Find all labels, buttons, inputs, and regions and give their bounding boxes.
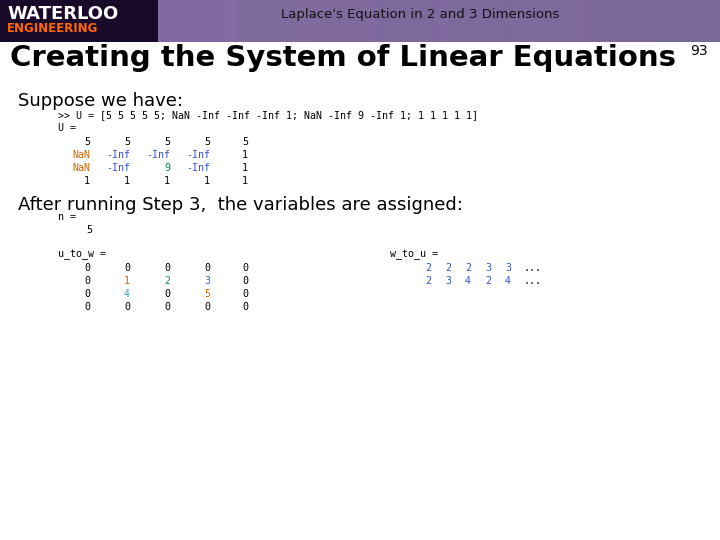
Text: After running Step 3,  the variables are assigned:: After running Step 3, the variables are … [18,196,463,214]
Bar [0,0,720,42]
Text: ENGINEERING: ENGINEERING [7,22,99,35]
Text: u_to_w =: u_to_w = [58,250,106,260]
Text: 2: 2 [164,276,170,286]
Text: 2: 2 [485,276,491,286]
Text: 4: 4 [505,276,511,286]
Text: 0: 0 [164,289,170,299]
Text: Creating the System of Linear Equations: Creating the System of Linear Equations [10,44,676,72]
Text: 3: 3 [445,276,451,286]
Text: -Inf: -Inf [146,150,170,160]
Text: 1: 1 [242,163,248,173]
Text: 1: 1 [164,176,170,186]
Text: 1: 1 [124,176,130,186]
Text: 0: 0 [204,263,210,273]
Text: 5: 5 [86,225,92,235]
Bar [648,0,720,42]
Text: 0: 0 [242,302,248,312]
Text: 5: 5 [84,137,90,147]
Text: 0: 0 [84,302,90,312]
Text: 5: 5 [204,137,210,147]
Text: 9: 9 [164,163,170,173]
Text: -Inf: -Inf [186,150,210,160]
Text: 1: 1 [124,276,130,286]
Text: 5: 5 [124,137,130,147]
Text: 5: 5 [164,137,170,147]
Text: 0: 0 [124,302,130,312]
Text: 0: 0 [84,289,90,299]
Text: 3: 3 [204,276,210,286]
Text: 0: 0 [242,263,248,273]
Text: 5: 5 [242,137,248,147]
Text: ...: ... [524,276,542,286]
Bar [438,0,518,42]
Text: 1: 1 [242,176,248,186]
Text: 0: 0 [164,263,170,273]
Text: -Inf: -Inf [186,163,210,173]
Bar [0,0,158,42]
Bar [228,0,308,42]
Text: 0: 0 [84,276,90,286]
Text: ...: ... [524,263,542,273]
Text: 3: 3 [485,263,491,273]
Text: -Inf: -Inf [106,150,130,160]
Text: 0: 0 [242,276,248,286]
Text: >> U = [5 5 5 5 5; NaN -Inf -Inf -Inf 1; NaN -Inf 9 -Inf 1; 1 1 1 1 1]: >> U = [5 5 5 5 5; NaN -Inf -Inf -Inf 1;… [58,110,478,120]
Text: 93: 93 [690,44,708,58]
Text: 2: 2 [465,263,471,273]
Text: 2: 2 [445,263,451,273]
Text: 1: 1 [204,176,210,186]
Text: NaN: NaN [72,150,90,160]
Text: 0: 0 [164,302,170,312]
Text: NaN: NaN [72,163,90,173]
Text: 2: 2 [425,276,431,286]
Text: 1: 1 [84,176,90,186]
Text: 0: 0 [242,289,248,299]
Bar [578,0,658,42]
Bar [158,0,238,42]
Text: 4: 4 [465,276,471,286]
Text: n =: n = [58,212,76,222]
Text: 5: 5 [204,289,210,299]
Text: -Inf: -Inf [106,163,130,173]
Text: 1: 1 [242,150,248,160]
Text: 3: 3 [505,263,511,273]
Text: 4: 4 [124,289,130,299]
Text: w_to_u =: w_to_u = [390,250,438,260]
Bar [298,0,378,42]
Text: 0: 0 [84,263,90,273]
Text: 0: 0 [204,302,210,312]
Text: WATERLOO: WATERLOO [7,5,118,23]
Text: Suppose we have:: Suppose we have: [18,92,183,110]
Text: Laplace's Equation in 2 and 3 Dimensions: Laplace's Equation in 2 and 3 Dimensions [281,8,559,21]
Text: U =: U = [58,123,76,133]
Text: 2: 2 [425,263,431,273]
Bar [508,0,588,42]
Text: 0: 0 [124,263,130,273]
Bar [368,0,448,42]
